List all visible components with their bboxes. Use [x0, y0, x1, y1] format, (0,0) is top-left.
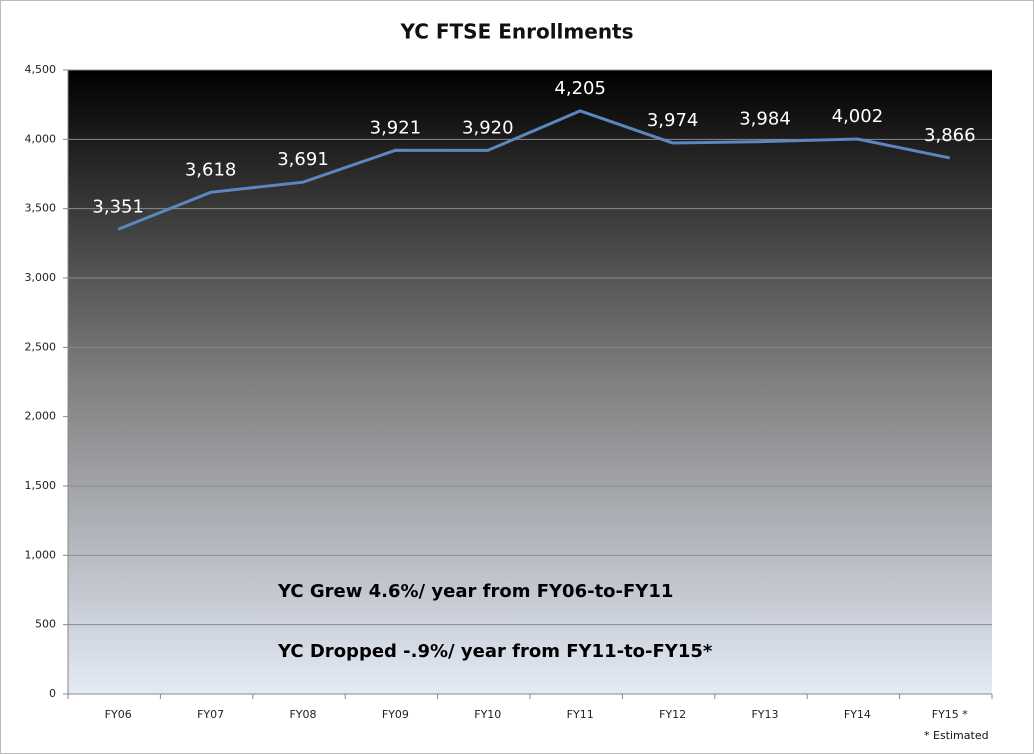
data-label: 3,984: [739, 109, 791, 130]
y-tick-label: 1,000: [25, 548, 57, 561]
data-label: 3,921: [370, 117, 422, 138]
data-label: 3,920: [462, 117, 514, 138]
y-tick-label: 1,500: [25, 479, 57, 492]
x-tick-label: FY15 *: [932, 708, 969, 721]
x-tick-label: FY13: [751, 708, 778, 721]
y-tick-label: 4,000: [25, 132, 57, 145]
x-tick-label: FY11: [567, 708, 594, 721]
data-label: 3,351: [92, 196, 144, 217]
y-tick-label: 3,500: [25, 202, 57, 215]
y-tick-label: 4,500: [25, 63, 57, 76]
x-tick-label: FY12: [659, 708, 686, 721]
footnote: * Estimated: [924, 729, 989, 742]
data-label: 3,691: [277, 149, 329, 170]
data-label: 3,866: [924, 125, 976, 146]
x-tick-label: FY06: [105, 708, 132, 721]
y-tick-label: 3,000: [25, 271, 57, 284]
data-label: 3,618: [185, 159, 237, 180]
annotation: YC Grew 4.6%/ year from FY06-to-FY11: [277, 581, 673, 602]
line: [117, 109, 951, 231]
y-tick-label: 2,000: [25, 410, 57, 423]
y-tick-label: 500: [35, 618, 56, 631]
x-tick-label: FY10: [474, 708, 501, 721]
y-tick-label: 0: [49, 687, 56, 700]
x-tick-label: FY09: [382, 708, 409, 721]
x-tick-label: FY14: [844, 708, 871, 721]
annotation: YC Dropped -.9%/ year from FY11-to-FY15*: [277, 641, 713, 662]
plot-area: [68, 70, 992, 694]
data-label: 4,002: [832, 106, 884, 127]
data-label: 3,974: [647, 110, 699, 131]
y-tick-label: 2,500: [25, 340, 57, 353]
x-tick-label: FY08: [289, 708, 316, 721]
x-tick-label: FY07: [197, 708, 224, 721]
chart-title: YC FTSE Enrollments: [399, 20, 633, 44]
data-label: 4,205: [554, 78, 606, 99]
